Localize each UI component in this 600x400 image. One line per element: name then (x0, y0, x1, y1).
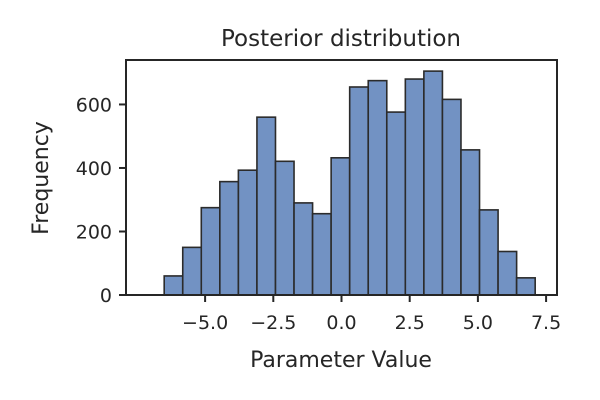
histogram-bar-6 (274, 160, 295, 296)
x-tick-label: 0.0 (326, 312, 356, 334)
histogram-bar-9 (330, 157, 351, 296)
x-axis-ticks: −5.0 −2.5 0.0 2.5 5.0 7.5 (182, 295, 561, 334)
x-tick-label: 5.0 (463, 312, 493, 334)
y-tick-label: 200 (76, 221, 112, 243)
x-tick-label: 2.5 (395, 312, 425, 334)
histogram-bar-1 (181, 246, 203, 296)
histogram-bar-19 (515, 277, 536, 296)
histogram-bar-12 (385, 111, 407, 296)
histogram-bar-15 (441, 98, 462, 296)
histogram-bar-2 (200, 206, 221, 296)
y-tick-label: 600 (76, 94, 112, 116)
histogram-bar-4 (237, 169, 258, 296)
histogram-bar-18 (497, 250, 518, 296)
histogram-bar-10 (348, 86, 370, 296)
histogram-bar-14 (423, 70, 444, 296)
x-tick-label: 7.5 (531, 312, 561, 334)
histogram-bar-7 (293, 202, 314, 296)
histogram-bar-0 (163, 275, 184, 296)
histogram-bar-11 (367, 79, 388, 296)
histogram-bar-8 (311, 212, 332, 296)
histogram-bar-3 (219, 180, 240, 296)
x-tick-label: −2.5 (250, 312, 296, 334)
histogram-bars (163, 70, 536, 296)
histogram-bar-13 (404, 78, 425, 296)
histogram-bar-5 (256, 116, 277, 296)
chart-title: Posterior distribution (221, 26, 461, 52)
x-axis-label: Parameter Value (250, 348, 432, 373)
histogram-bar-17 (478, 209, 499, 296)
plot-frame (125, 59, 558, 296)
histogram-bar-16 (460, 149, 481, 296)
x-tick-label: −5.0 (182, 312, 228, 334)
y-tick-label: 0 (100, 285, 112, 307)
y-tick-label: 400 (76, 158, 112, 180)
y-axis-ticks: 0 200 400 600 (76, 94, 126, 307)
y-axis-label: Frequency (29, 121, 54, 235)
